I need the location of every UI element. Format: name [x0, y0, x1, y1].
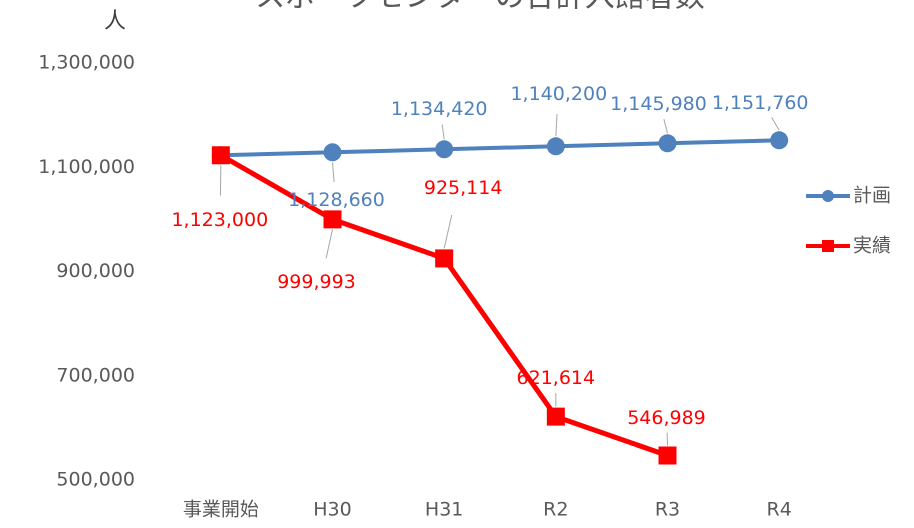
legend-label: 実績 — [853, 235, 891, 257]
data-label: 1,145,980 — [610, 93, 707, 115]
y-tick-label: 500,000 — [56, 469, 135, 491]
marker — [770, 131, 789, 150]
x-tick-label: R2 — [543, 499, 568, 521]
data-label: 621,614 — [517, 367, 596, 389]
x-tick-label: H31 — [425, 499, 463, 521]
data-label: 925,114 — [424, 177, 503, 199]
marker — [211, 146, 230, 165]
marker — [546, 137, 565, 156]
data-label: 999,993 — [277, 271, 356, 293]
y-axis-label: 人 — [104, 9, 126, 34]
marker — [658, 134, 677, 153]
x-tick-label: R3 — [655, 499, 680, 521]
data-label: 1,140,200 — [510, 83, 607, 105]
y-tick-label: 900,000 — [56, 260, 135, 282]
data-label: 1,123,000 — [171, 209, 268, 231]
leader-line — [443, 214, 453, 249]
leader-line — [441, 124, 445, 140]
leader-line — [663, 118, 668, 134]
chart-title: スポーツセンターの合計入館者数 — [255, 0, 704, 15]
x-tick-label: H30 — [313, 499, 351, 521]
legend-label: 計画 — [853, 185, 891, 207]
leader-line — [325, 229, 333, 259]
data-label: 1,134,420 — [391, 98, 488, 120]
marker — [435, 140, 454, 159]
marker — [323, 143, 342, 162]
data-label: 546,989 — [627, 407, 706, 429]
x-tick-label: R4 — [767, 499, 792, 521]
legend-marker — [822, 240, 834, 252]
leader-line — [555, 114, 558, 137]
marker — [658, 446, 677, 465]
leader-line — [771, 117, 780, 131]
series-line — [220, 138, 780, 158]
leader-line — [332, 162, 335, 183]
marker — [323, 210, 342, 229]
y-tick-label: 1,100,000 — [38, 156, 135, 178]
x-tick-label: 事業開始 — [183, 499, 259, 521]
marker — [435, 249, 454, 268]
legend-marker — [822, 190, 834, 202]
data-label: 1,128,660 — [288, 189, 385, 211]
marker — [546, 407, 565, 426]
data-label: 1,151,760 — [712, 92, 809, 114]
y-tick-label: 700,000 — [56, 364, 135, 386]
y-tick-label: 1,300,000 — [38, 52, 135, 74]
